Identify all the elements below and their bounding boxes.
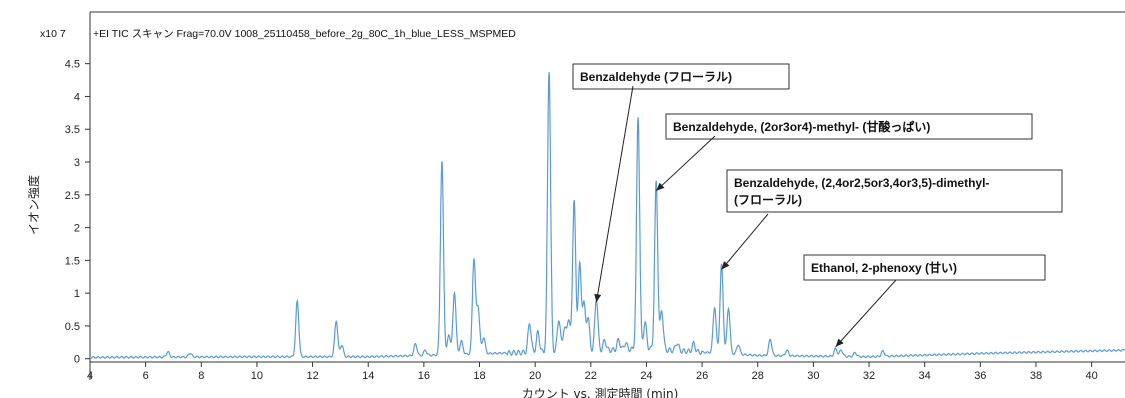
y-tick-label: 0 [74, 354, 80, 366]
x-tick-label: 4 [87, 370, 93, 382]
x-axis-title: カウント vs. 測定時間 (min) [522, 386, 679, 398]
annotation-text: (フローラル) [734, 193, 802, 207]
annotation-text: Ethanol, 2-phenoxy (甘い) [811, 260, 957, 275]
annotation-arrow [835, 279, 897, 348]
annotation-arrowhead [721, 261, 730, 270]
peak-annotations: Benzaldehyde (フローラル) Benzaldehyde, (2or3o… [572, 63, 1063, 348]
annotation-box [572, 63, 790, 90]
x-tick-label: 30 [807, 370, 819, 382]
x-tick-label: 26 [696, 370, 708, 382]
tic-trace-line [89, 72, 1125, 359]
annotation-text: Benzaldehyde (フローラル) [580, 70, 732, 84]
y-tick-label: 4 [74, 91, 80, 103]
annotation-arrow [595, 85, 634, 303]
annotation-arrowhead [656, 182, 665, 191]
x-tick-label: 36 [974, 370, 986, 382]
y-tick-label: 3.5 [65, 124, 80, 136]
annotation-1: Benzaldehyde (フローラル) [572, 63, 790, 303]
x-tick-label: 20 [529, 370, 541, 382]
x-tick-label: 12 [306, 370, 318, 382]
x-tick-label: 14 [362, 370, 374, 382]
x-tick-label: 28 [752, 370, 764, 382]
annotation-4: Ethanol, 2-phenoxy (甘い) [803, 254, 1046, 348]
annotation-box [665, 113, 1033, 140]
x-tick-label: 8 [198, 370, 204, 382]
x-tick-label: 32 [863, 370, 875, 382]
x-tick-label: 38 [1030, 370, 1042, 382]
annotation-arrowhead [835, 338, 844, 347]
x-tick-label: 6 [143, 370, 149, 382]
y-tick-label: 0.5 [65, 321, 80, 333]
annotation-box [803, 254, 1046, 281]
axis-ticks: 4 6 8 10 12 14 16 18 20 22 24 26 28 30 32 34 36 38 4000.51… [65, 59, 1098, 382]
x-tick-label: 10 [251, 370, 263, 382]
chart-title: +EI TIC スキャン Frag=70.0V 1008_25110458_be… [93, 28, 516, 40]
x-tick-label: 34 [919, 370, 931, 382]
y-axis-title: イオン強度 [26, 175, 41, 235]
annotation-3: Benzaldehyde, (2,4or2,5or3,4or3,5)-dimet… [721, 169, 1063, 270]
annotation-2: Benzaldehyde, (2or3or4)-methyl- (甘酸っぱい) [655, 113, 1033, 192]
y-tick-label: 2 [74, 223, 80, 235]
annotation-text: Benzaldehyde, (2,4or2,5or3,4or3,5)-dimet… [734, 176, 989, 190]
y-tick-label: 1.5 [65, 255, 80, 267]
annotation-arrowhead [594, 293, 602, 303]
x-tick-label: 22 [585, 370, 597, 382]
y-tick-label: 4.5 [65, 59, 80, 71]
x-tick-label: 24 [640, 370, 652, 382]
annotation-box [726, 169, 1063, 213]
y-tick-label: 1 [74, 288, 80, 300]
y-tick-label: 3 [74, 157, 80, 169]
annotation-arrow [655, 135, 716, 192]
annotation-text: Benzaldehyde, (2or3or4)-methyl- (甘酸っぱい) [673, 119, 930, 134]
x-tick-label: 40 [1085, 370, 1097, 382]
x-tick-label: 18 [473, 370, 485, 382]
annotation-arrow [721, 213, 769, 270]
y-tick-label: 2.5 [65, 190, 80, 202]
y-exponent-label: x10 7 [40, 28, 66, 40]
x-tick-label: 16 [418, 370, 430, 382]
